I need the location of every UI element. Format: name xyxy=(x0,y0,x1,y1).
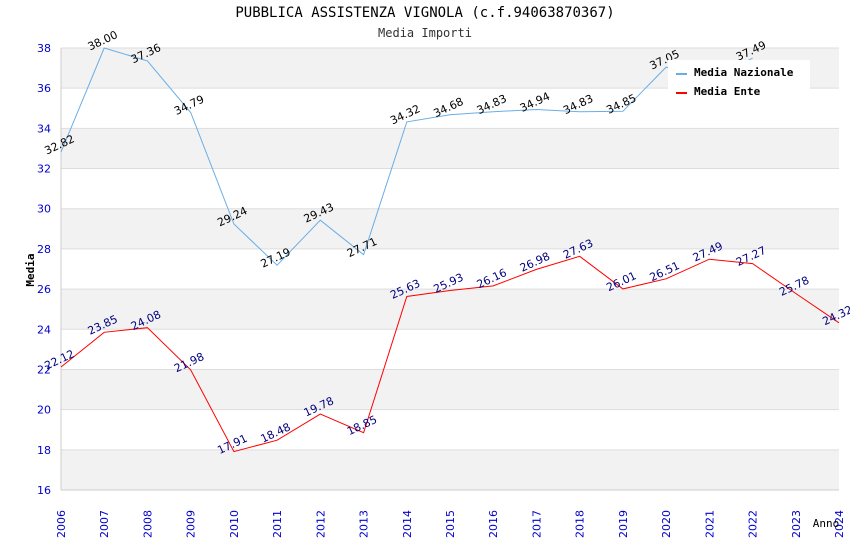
x-tick-label: 2019 xyxy=(617,510,630,538)
x-tick-label: 2014 xyxy=(401,510,414,538)
data-label: 18.85 xyxy=(345,413,379,438)
y-tick-label: 30 xyxy=(37,203,51,216)
data-label: 26.51 xyxy=(648,259,682,284)
data-label: 18.48 xyxy=(259,420,293,445)
data-label: 34.94 xyxy=(518,90,552,115)
x-tick-label: 2022 xyxy=(747,510,760,538)
x-tick-label: 2008 xyxy=(141,510,154,538)
y-tick-label: 16 xyxy=(37,484,51,497)
grid-band xyxy=(61,369,839,410)
x-tick-label: 2011 xyxy=(271,510,284,538)
data-label: 26.98 xyxy=(518,250,552,275)
y-tick-label: 34 xyxy=(37,122,51,135)
grid-band xyxy=(61,289,839,330)
y-tick-label: 38 xyxy=(37,42,51,55)
x-tick-label: 2009 xyxy=(185,510,198,538)
data-label: 34.85 xyxy=(604,92,638,117)
grid-band xyxy=(61,128,839,169)
legend-box xyxy=(668,60,810,101)
y-tick-label: 24 xyxy=(37,323,51,336)
series-line-1 xyxy=(60,47,753,266)
x-tick-label: 2021 xyxy=(703,510,716,538)
chart-title: PUBBLICA ASSISTENZA VIGNOLA (c.f.9406387… xyxy=(235,5,615,21)
data-label: 34.83 xyxy=(475,92,509,117)
x-tick-label: 2020 xyxy=(660,510,673,538)
x-tick-label: 2017 xyxy=(530,510,543,538)
chart-subtitle: Media Importi xyxy=(378,26,472,40)
data-label: 34.32 xyxy=(388,102,422,127)
data-label: 34.68 xyxy=(431,95,465,120)
x-tick-label: 2018 xyxy=(574,510,587,538)
x-tick-label: 2015 xyxy=(444,510,457,538)
x-tick-label: 2012 xyxy=(314,510,327,538)
y-axis-label: Media xyxy=(24,253,37,286)
x-tick-label: 2007 xyxy=(98,510,111,538)
grid-band xyxy=(61,208,839,249)
y-tick-label: 22 xyxy=(37,363,51,376)
x-tick-label: 2023 xyxy=(790,510,803,538)
data-label: 22.12 xyxy=(42,347,76,372)
series-line-2 xyxy=(60,255,840,453)
y-tick-label: 26 xyxy=(37,283,51,296)
x-tick-label: 2010 xyxy=(228,510,241,538)
x-tick-label: 2024 xyxy=(833,510,846,538)
legend-label: Media Nazionale xyxy=(694,66,794,79)
legend-label: Media Ente xyxy=(694,85,761,98)
y-tick-label: 28 xyxy=(37,243,51,256)
x-tick-label: 2006 xyxy=(55,510,68,538)
grid-band xyxy=(61,449,839,490)
x-axis-label: Anno xyxy=(813,517,840,530)
y-tick-label: 18 xyxy=(37,444,51,457)
y-tick-label: 36 xyxy=(37,82,51,95)
y-tick-label: 20 xyxy=(37,404,51,417)
y-tick-label: 32 xyxy=(37,163,51,176)
x-tick-label: 2016 xyxy=(487,510,500,538)
data-label: 34.83 xyxy=(561,92,595,117)
x-tick-label: 2013 xyxy=(358,510,371,538)
data-label: 26.16 xyxy=(475,266,509,291)
